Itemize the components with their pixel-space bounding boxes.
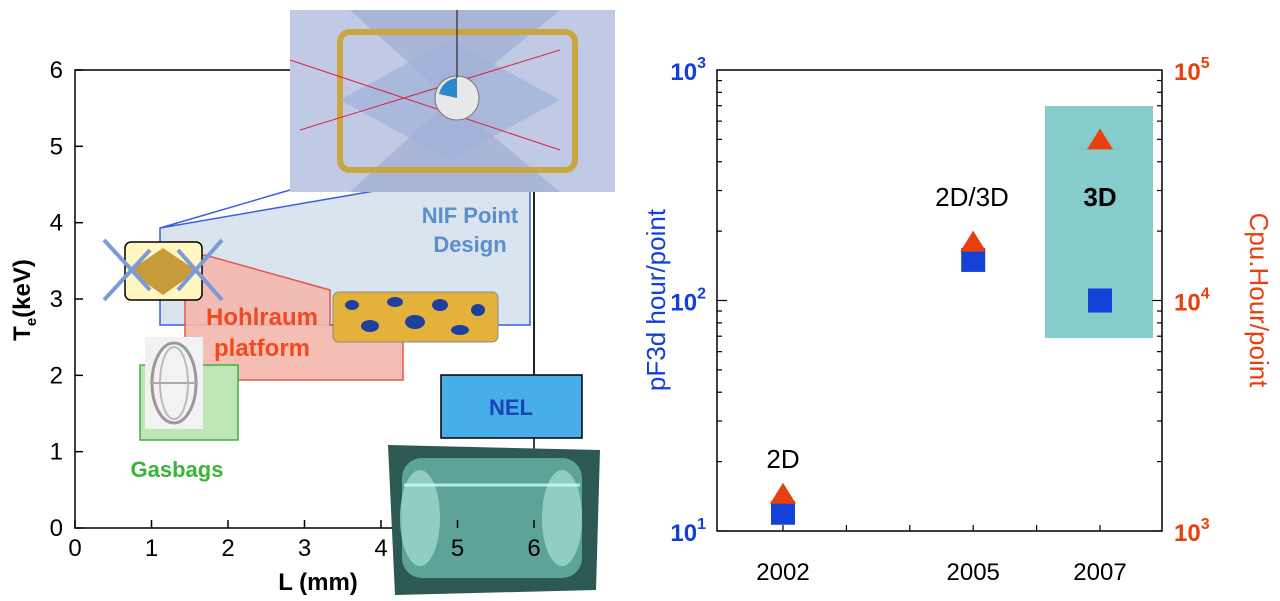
right-right-tick-label: 105 bbox=[1174, 55, 1210, 86]
gasbag-image bbox=[145, 337, 203, 429]
right-left-tick-label: 102 bbox=[670, 286, 706, 317]
tick-exponent: 4 bbox=[1201, 286, 1210, 303]
nif-hohlraum-image bbox=[289, 10, 615, 192]
nif-label-line2: Design bbox=[433, 232, 506, 257]
ylabel-subscript: e bbox=[23, 318, 40, 326]
right-left-tick-label: 101 bbox=[670, 516, 706, 547]
nif-label-line1: NIF Point bbox=[422, 203, 519, 228]
right-data-marks bbox=[770, 128, 1113, 525]
tick-base: 10 bbox=[670, 520, 697, 547]
small-hohlraum-icon bbox=[102, 238, 224, 302]
annotation-3d: 3D bbox=[1083, 182, 1116, 212]
right-x-tick-label: 2002 bbox=[756, 559, 809, 586]
left-y-axis-title: Te(keV) bbox=[9, 259, 40, 341]
tick-exponent: 2 bbox=[697, 286, 706, 303]
nel-label: NEL bbox=[489, 395, 533, 420]
gasbags-label: Gasbags bbox=[131, 457, 224, 482]
right-left-axis-title: pF3d hour/point bbox=[641, 208, 671, 391]
left-y-tick-label: 5 bbox=[50, 133, 63, 160]
nel-target-image bbox=[388, 445, 600, 595]
right-right-axis-title: Cpu.Hour/point bbox=[1244, 213, 1274, 389]
tick-base: 10 bbox=[670, 290, 697, 317]
right-right-tick-label: 103 bbox=[1174, 516, 1210, 547]
left-x-tick-label: 3 bbox=[298, 535, 311, 562]
left-x-tick-label: 0 bbox=[68, 535, 81, 562]
left-x-tick-label: 6 bbox=[527, 535, 540, 562]
ylabel-symbol: T bbox=[9, 326, 36, 341]
left-y-tick-label: 4 bbox=[50, 210, 63, 237]
tick-exponent: 5 bbox=[1201, 55, 1210, 72]
left-y-ticks: 0 1 2 3 4 5 6 bbox=[50, 57, 83, 542]
right-x-ticks: 2002 2005 2007 bbox=[756, 525, 1127, 586]
left-x-tick-label: 1 bbox=[145, 535, 158, 562]
right-x-tick-label: 2005 bbox=[947, 559, 1000, 586]
tick-exponent: 3 bbox=[697, 55, 706, 72]
triangle-marker-2007 bbox=[1087, 128, 1113, 150]
triangle-marker-2002 bbox=[770, 482, 796, 504]
tick-exponent: 3 bbox=[1201, 516, 1210, 533]
right-left-tick-label: 103 bbox=[670, 55, 706, 86]
tick-base: 10 bbox=[670, 59, 697, 86]
left-x-tick-label: 4 bbox=[374, 535, 387, 562]
left-x-tick-label: 5 bbox=[451, 535, 464, 562]
tick-base: 10 bbox=[1174, 290, 1201, 317]
annotation-2d: 2D bbox=[766, 444, 799, 474]
left-x-tick-label: 2 bbox=[221, 535, 234, 562]
nel-box bbox=[440, 374, 583, 439]
left-y-tick-label: 6 bbox=[50, 57, 63, 84]
hohlraum-label-line1: Hohlraum bbox=[206, 304, 318, 331]
tick-exponent: 1 bbox=[697, 516, 706, 533]
ylabel-unit: (keV) bbox=[9, 259, 36, 318]
left-y-tick-label: 2 bbox=[50, 362, 63, 389]
annotation-2d-3d: 2D/3D bbox=[935, 182, 1009, 212]
triangle-marker-2005 bbox=[960, 230, 987, 252]
square-marker-2005 bbox=[961, 247, 986, 272]
left-y-tick-label: 0 bbox=[50, 515, 63, 542]
right-x-tick-label: 2007 bbox=[1073, 559, 1126, 586]
square-marker-2007 bbox=[1088, 288, 1112, 313]
tick-base: 10 bbox=[1174, 520, 1201, 547]
right-right-tick-label: 104 bbox=[1174, 286, 1210, 317]
left-y-tick-label: 1 bbox=[50, 439, 63, 466]
hohlraum-cylinder-image bbox=[332, 291, 499, 343]
left-chart: NIF Point Design Hohlraum platform Gasba… bbox=[9, 10, 615, 596]
tick-base: 10 bbox=[1174, 59, 1201, 86]
square-marker-2002 bbox=[771, 500, 795, 525]
left-x-ticks: 0 1 2 3 4 5 6 bbox=[68, 520, 541, 562]
left-y-tick-label: 3 bbox=[50, 286, 63, 313]
nif-connector-line bbox=[159, 189, 291, 229]
left-x-axis-title: L (mm) bbox=[278, 569, 358, 596]
hohlraum-label-line2: platform bbox=[214, 335, 310, 362]
